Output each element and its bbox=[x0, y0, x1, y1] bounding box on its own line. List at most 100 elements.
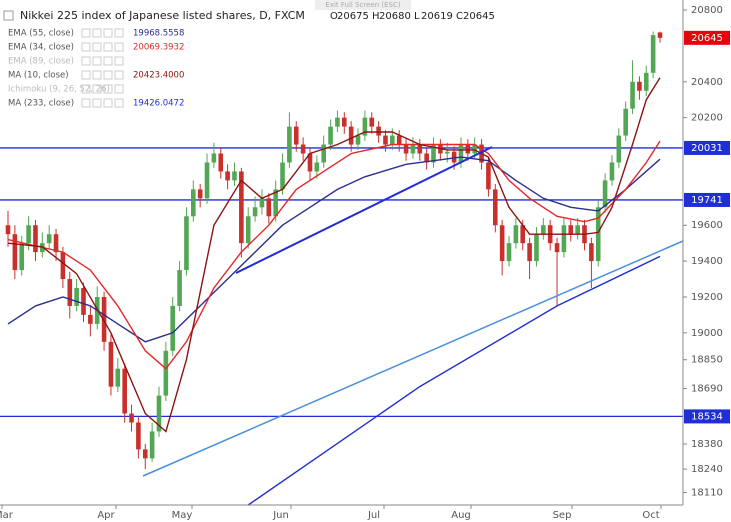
legend-button[interactable] bbox=[114, 98, 124, 108]
ohlc-key: O bbox=[330, 11, 338, 22]
candle-body bbox=[506, 243, 512, 262]
candle-body bbox=[245, 216, 251, 244]
candle-body bbox=[403, 144, 409, 154]
candle-body bbox=[184, 216, 189, 271]
collapse-toggle[interactable] bbox=[3, 10, 14, 21]
candle-body bbox=[348, 126, 354, 145]
candle-body bbox=[520, 225, 526, 244]
candle-body bbox=[396, 135, 402, 145]
legend-button[interactable] bbox=[103, 42, 113, 52]
candle-body bbox=[81, 288, 86, 315]
candle-body bbox=[67, 279, 73, 306]
candle-body bbox=[204, 162, 210, 199]
candle-body bbox=[568, 225, 574, 235]
legend-button[interactable] bbox=[81, 70, 91, 80]
legend-button[interactable] bbox=[81, 84, 91, 94]
candle-body bbox=[115, 368, 121, 387]
y-tick-label: 19200 bbox=[691, 292, 723, 303]
last-price-box bbox=[684, 30, 730, 45]
y-tick-label: 18110 bbox=[691, 487, 723, 498]
legend-label: EMA (34, close) bbox=[8, 43, 74, 53]
legend-label: Ichimoku (9, 26, 52, 26) bbox=[8, 85, 110, 95]
candle-body bbox=[142, 449, 148, 459]
legend-button[interactable] bbox=[81, 98, 91, 108]
level-label: 19741 bbox=[691, 195, 723, 206]
fullscreen-hint-box[interactable] bbox=[315, 0, 411, 10]
y-tick-label: 19600 bbox=[691, 220, 723, 231]
y-tick-label: 20200 bbox=[691, 113, 723, 124]
x-tick-label: Sep bbox=[553, 510, 572, 521]
candle-body bbox=[554, 243, 560, 253]
legend-button[interactable] bbox=[92, 84, 102, 94]
candle-body bbox=[211, 153, 217, 163]
legend-button[interactable] bbox=[92, 98, 102, 108]
level-label: 20031 bbox=[691, 143, 723, 154]
legend-button[interactable] bbox=[103, 28, 113, 38]
candle-body bbox=[355, 135, 361, 145]
level-label-box bbox=[684, 140, 730, 155]
candle-body bbox=[390, 135, 395, 145]
y-tick-label: 18380 bbox=[691, 439, 723, 450]
legend-button[interactable] bbox=[114, 56, 124, 66]
x-tick-label: Oct bbox=[642, 510, 659, 521]
legend-button[interactable] bbox=[103, 70, 113, 80]
candle-body bbox=[122, 368, 127, 414]
x-tick-label: Jun bbox=[272, 510, 289, 521]
candle-body bbox=[383, 135, 388, 145]
candle-body bbox=[218, 153, 224, 172]
candle-body bbox=[19, 243, 25, 271]
candle-body bbox=[197, 189, 203, 199]
legend-label: MA (233, close) bbox=[8, 99, 74, 109]
legend-button[interactable] bbox=[114, 42, 124, 52]
candle-body bbox=[623, 108, 628, 136]
legend: O 20675 H 20680 L 20619 C 20645 EMA (55, close) 1… bbox=[8, 11, 495, 109]
candle-body bbox=[444, 151, 450, 154]
candle-body bbox=[300, 144, 306, 154]
candle-body bbox=[643, 72, 649, 91]
legend-button[interactable] bbox=[103, 98, 113, 108]
y-tick-label: 19000 bbox=[691, 328, 723, 339]
legend-button[interactable] bbox=[81, 28, 91, 38]
legend-button[interactable] bbox=[81, 42, 91, 52]
candle-body bbox=[602, 180, 608, 208]
x-tick-label: Jul bbox=[367, 510, 380, 521]
legend-button[interactable] bbox=[92, 70, 102, 80]
x-tick-label: Mar bbox=[0, 510, 14, 521]
candle-body bbox=[575, 225, 580, 235]
legend-button[interactable] bbox=[114, 70, 124, 80]
candle-body bbox=[60, 252, 66, 280]
candle-body bbox=[53, 234, 59, 253]
y-tick-label: 18240 bbox=[691, 464, 723, 475]
legend-button[interactable] bbox=[114, 28, 124, 38]
candle-body bbox=[609, 162, 615, 181]
axes: 20800 20400 20200 19600 19400 19200 19000 18850… bbox=[0, 5, 730, 521]
fullscreen-hint[interactable]: Exit Full Screen (ESC) bbox=[325, 1, 400, 9]
candle-body bbox=[513, 225, 519, 244]
candle-body bbox=[74, 288, 79, 306]
candle-body bbox=[259, 198, 265, 208]
y-tick-label: 18850 bbox=[691, 355, 723, 366]
trend-line bbox=[142, 240, 684, 477]
level-label-box bbox=[684, 192, 730, 207]
candle-body bbox=[149, 431, 155, 459]
legend-button[interactable] bbox=[92, 28, 102, 38]
legend-button[interactable] bbox=[92, 56, 102, 66]
indicator-line bbox=[247, 255, 661, 506]
legend-button[interactable] bbox=[114, 84, 124, 94]
legend-button[interactable] bbox=[81, 56, 91, 66]
legend-button[interactable] bbox=[92, 42, 102, 52]
candle-body bbox=[341, 117, 347, 127]
candle-body bbox=[541, 225, 546, 235]
ohlc-key: C bbox=[456, 11, 463, 22]
indicator-line bbox=[7, 77, 661, 433]
candle-body bbox=[472, 144, 477, 154]
candle-body bbox=[88, 314, 93, 324]
plot-area bbox=[0, 31, 683, 506]
candle-body bbox=[616, 135, 622, 163]
legend-value: 20069.3932 bbox=[133, 43, 184, 53]
candle-body bbox=[589, 243, 594, 262]
legend-button[interactable] bbox=[103, 84, 113, 94]
candle-body bbox=[431, 144, 436, 163]
level-label-box bbox=[684, 409, 730, 424]
legend-button[interactable] bbox=[103, 56, 113, 66]
